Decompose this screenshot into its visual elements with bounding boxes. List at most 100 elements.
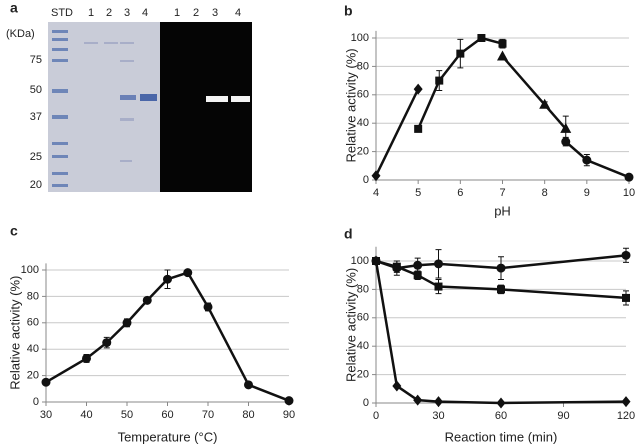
ladder-bands <box>52 30 68 187</box>
lane-label: 3 <box>212 7 218 19</box>
point <box>434 282 443 291</box>
point <box>539 98 551 109</box>
y-tick-label: 20 <box>357 146 369 158</box>
lane-label: 1 <box>174 7 180 19</box>
y-tick-label: 0 <box>33 396 39 408</box>
x-axis-title: Temperature (°C) <box>118 429 218 444</box>
lane-label: STD <box>51 7 73 19</box>
point <box>498 39 507 48</box>
y-tick-label: 20 <box>27 370 39 382</box>
marker-label: 75 <box>30 54 42 66</box>
lane-label: 4 <box>235 7 241 19</box>
y-tick-label: 60 <box>27 317 39 329</box>
point <box>560 122 572 133</box>
point <box>497 285 505 294</box>
point <box>434 259 443 269</box>
panel-label: c <box>10 223 18 239</box>
lane-label: 4 <box>142 7 148 19</box>
glow-band <box>206 96 228 102</box>
x-axis-title: pH <box>494 203 511 218</box>
point <box>496 263 506 273</box>
line <box>374 88 420 177</box>
lane-label: 2 <box>106 7 112 19</box>
x-axis-title: Reaction time (min) <box>445 429 558 444</box>
x-tick-label: 60 <box>495 410 507 422</box>
point <box>621 250 631 260</box>
band <box>140 94 157 101</box>
point <box>624 172 634 182</box>
point <box>371 255 381 267</box>
line <box>374 260 627 405</box>
point <box>203 302 213 312</box>
marker-label: 25 <box>30 151 42 163</box>
point <box>477 34 486 42</box>
x-tick-label: 60 <box>161 409 173 421</box>
unit-label: (KDa) <box>6 28 35 40</box>
marker-label: 37 <box>30 111 42 123</box>
y-tick-label: 100 <box>351 255 369 267</box>
point <box>413 271 422 280</box>
x-tick-label: 120 <box>617 410 635 422</box>
y-tick-label: 40 <box>357 340 369 352</box>
point <box>456 49 465 58</box>
point <box>561 137 571 147</box>
y-tick-label: 40 <box>357 117 369 129</box>
x-tick-label: 70 <box>202 409 214 421</box>
x-tick-label: 4 <box>373 187 379 199</box>
point <box>434 396 443 408</box>
band <box>120 95 136 100</box>
point <box>413 83 423 95</box>
y-tick-label: 100 <box>21 264 39 276</box>
point <box>496 397 506 409</box>
line <box>45 271 290 402</box>
point <box>497 50 508 61</box>
point <box>392 380 402 392</box>
gel-image <box>48 22 252 192</box>
x-tick-label: 30 <box>432 410 444 422</box>
y-tick-label: 80 <box>357 60 369 72</box>
y-tick-label: 40 <box>27 343 39 355</box>
x-tick-label: 9 <box>584 187 590 199</box>
point <box>284 396 294 406</box>
y-tick-label: 0 <box>363 397 369 409</box>
gel-fluorescent <box>160 22 252 192</box>
x-tick-label: 5 <box>415 187 421 199</box>
panel-label: d <box>344 226 353 242</box>
point <box>163 274 172 284</box>
y-tick-label: 80 <box>357 283 369 295</box>
x-tick-label: 7 <box>499 187 505 199</box>
y-axis-title: Relative activity (%) <box>343 268 358 382</box>
point <box>621 396 631 408</box>
point <box>244 380 253 390</box>
point <box>82 353 91 363</box>
point <box>582 155 592 165</box>
x-tick-label: 50 <box>121 409 133 421</box>
marker-label: 50 <box>30 84 42 96</box>
point <box>142 295 152 305</box>
gel-stained <box>48 22 160 192</box>
panel-label: a <box>10 0 18 16</box>
glow-band <box>231 96 250 102</box>
point <box>622 293 630 302</box>
line <box>501 55 567 130</box>
sample-bands <box>84 42 134 162</box>
x-tick-label: 90 <box>557 410 569 422</box>
point <box>392 262 401 271</box>
x-tick-label: 10 <box>623 187 635 199</box>
y-tick-label: 0 <box>363 174 369 186</box>
lane-label: 2 <box>193 7 199 19</box>
y-axis-title: Relative activity (%) <box>7 276 22 390</box>
point <box>122 318 132 328</box>
y-tick-label: 20 <box>357 369 369 381</box>
x-tick-label: 0 <box>373 410 379 422</box>
y-tick-label: 60 <box>357 312 369 324</box>
y-tick-label: 60 <box>357 89 369 101</box>
y-tick-label: 80 <box>27 290 39 302</box>
point <box>413 394 423 406</box>
x-tick-label: 40 <box>80 409 92 421</box>
panel-label: b <box>344 3 353 19</box>
point <box>371 170 381 182</box>
lane-label: 3 <box>124 7 130 19</box>
point <box>413 260 423 270</box>
